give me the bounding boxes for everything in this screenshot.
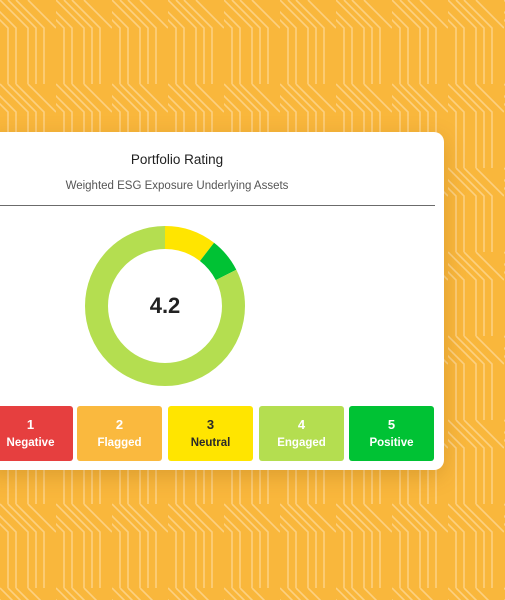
- card-subtitle: Weighted ESG Exposure Underlying Assets: [65, 180, 289, 192]
- legend-label: Negative: [6, 437, 55, 449]
- rating-score: 4.2: [149, 293, 181, 318]
- legend-item-positive: 5 Positive: [349, 406, 434, 461]
- legend-number: 5: [387, 417, 396, 432]
- legend-item-neutral: 3 Neutral: [168, 406, 253, 461]
- legend-number: 3: [206, 417, 215, 432]
- legend-number: 1: [26, 417, 35, 432]
- legend-item-engaged: 4 Engaged: [259, 406, 344, 461]
- rating-donut-chart: [85, 226, 245, 386]
- legend-label: Flagged: [97, 437, 142, 449]
- rating-legend: 1 Negative 2 Flagged 3 Neutral 4 Engaged…: [0, 406, 435, 461]
- legend-label: Engaged: [277, 437, 326, 449]
- title-divider: [0, 205, 435, 206]
- legend-label: Positive: [369, 437, 414, 449]
- legend-item-negative: 1 Negative: [0, 406, 73, 461]
- legend-item-flagged: 2 Flagged: [77, 406, 162, 461]
- legend-number: 2: [115, 417, 124, 432]
- legend-label: Neutral: [190, 437, 231, 449]
- legend-number: 4: [297, 417, 306, 432]
- card-title: Portfolio Rating: [130, 152, 224, 167]
- donut-segment-rating-4: [85, 226, 245, 386]
- portfolio-rating-card: Portfolio Rating Weighted ESG Exposure U…: [0, 132, 444, 470]
